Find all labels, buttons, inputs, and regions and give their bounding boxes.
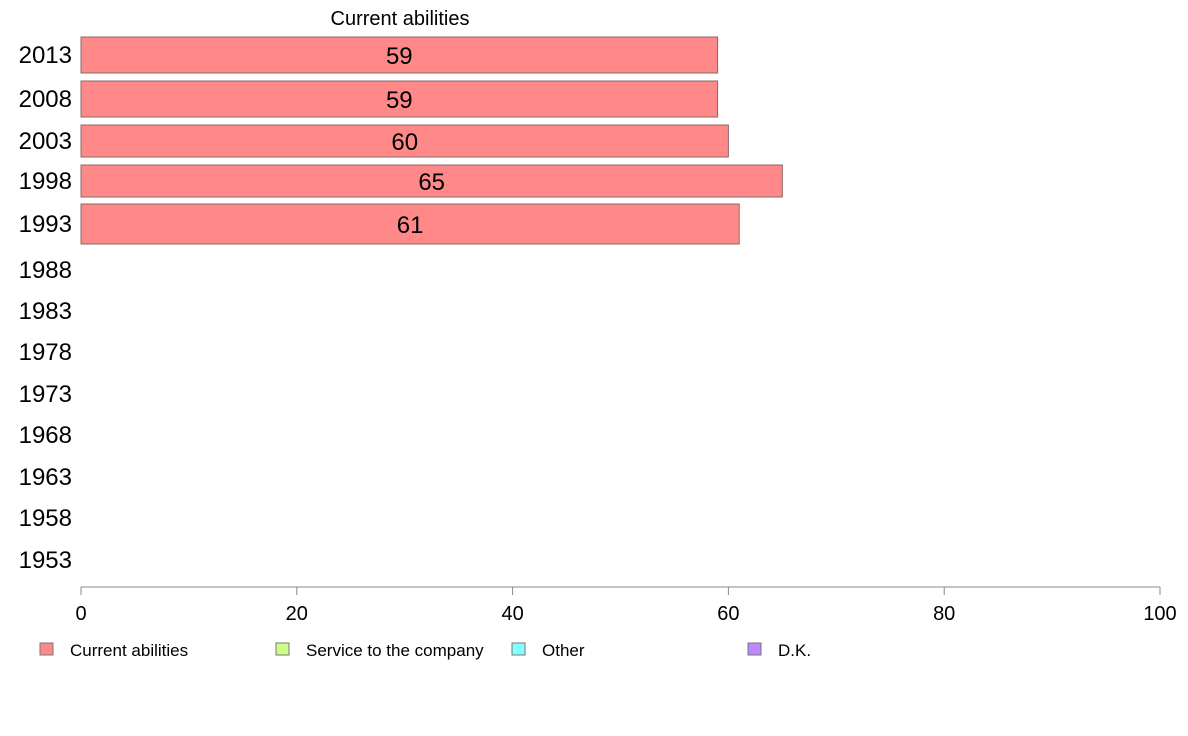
bar bbox=[80, 164, 783, 198]
category-label: 1953 bbox=[19, 547, 72, 574]
legend-label: Current abilities bbox=[70, 641, 188, 660]
category-label: 1993 bbox=[19, 211, 72, 238]
x-tick-label: 100 bbox=[1143, 603, 1176, 625]
category-label: 1973 bbox=[19, 381, 72, 408]
x-tick-label: 0 bbox=[75, 603, 86, 625]
category-label: 1978 bbox=[19, 339, 72, 366]
legend-label: D.K. bbox=[778, 641, 811, 660]
legend-swatch bbox=[747, 642, 762, 656]
x-tick-label: 20 bbox=[286, 603, 308, 625]
category-label: 2008 bbox=[19, 86, 72, 113]
bar bbox=[80, 124, 729, 158]
x-tick-label: 60 bbox=[717, 603, 739, 625]
category-label: 1958 bbox=[19, 505, 72, 532]
bar-value-label: 59 bbox=[386, 43, 413, 70]
bar-value-label: 61 bbox=[397, 212, 424, 239]
category-label: 1983 bbox=[19, 298, 72, 325]
series-title: Current abilities bbox=[331, 8, 470, 30]
bar bbox=[80, 80, 719, 118]
category-label: 1998 bbox=[19, 168, 72, 195]
bar-value-label: 59 bbox=[386, 87, 413, 114]
category-label: 2013 bbox=[19, 42, 72, 69]
x-tick-label: 80 bbox=[933, 603, 955, 625]
x-tick-label: 40 bbox=[501, 603, 523, 625]
legend-swatch bbox=[39, 642, 54, 656]
category-label: 2003 bbox=[19, 128, 72, 155]
legend-label: Service to the company bbox=[306, 641, 484, 660]
category-label: 1963 bbox=[19, 464, 72, 491]
legend-label: Other bbox=[542, 641, 585, 660]
bar-value-label: 60 bbox=[391, 129, 418, 156]
legend-swatch bbox=[275, 642, 290, 656]
bar-value-label: 65 bbox=[418, 169, 445, 196]
bar bbox=[80, 36, 719, 74]
category-label: 1968 bbox=[19, 422, 72, 449]
bar bbox=[80, 203, 740, 245]
legend-swatch bbox=[511, 642, 526, 656]
category-label: 1988 bbox=[19, 257, 72, 284]
